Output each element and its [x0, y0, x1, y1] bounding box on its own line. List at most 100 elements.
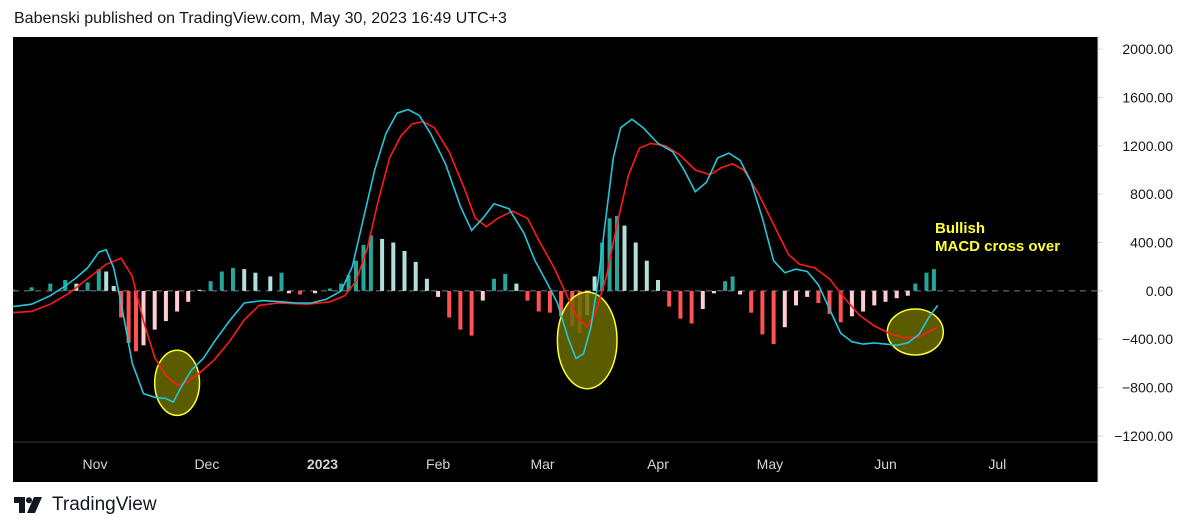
price-tick-label: 0.00	[1146, 283, 1173, 299]
histogram-bar	[327, 288, 332, 291]
histogram-bar	[600, 242, 605, 291]
time-tick-label: Jun	[874, 456, 897, 472]
histogram-bar	[339, 283, 344, 291]
histogram-bar	[872, 290, 877, 306]
histogram-bar	[712, 290, 716, 294]
histogram-bar	[186, 290, 191, 302]
histogram-bar	[931, 269, 936, 291]
histogram-bar	[242, 269, 247, 291]
histogram-bar	[913, 283, 918, 291]
highlight-ellipse	[886, 308, 945, 356]
histogram-bar	[760, 290, 765, 335]
histogram-bar	[700, 290, 705, 309]
time-tick-label: Feb	[426, 456, 450, 472]
time-tick-label: Dec	[194, 456, 219, 472]
histogram-bar	[197, 289, 202, 291]
histogram-bar	[656, 280, 660, 291]
chart-svg: 2000.00 1600.00 1200.00 800.00 400.00 0.00 −40…	[11, 37, 1173, 482]
histogram-bar	[298, 290, 303, 295]
histogram-bar	[592, 276, 597, 291]
histogram-bar	[391, 242, 396, 291]
price-tick-label: 1600.00	[1122, 89, 1173, 105]
time-tick-label: May	[757, 456, 783, 472]
histogram-bar	[678, 290, 683, 319]
histogram-bar	[231, 267, 235, 291]
histogram-bar	[126, 290, 131, 343]
histogram-bar	[104, 271, 109, 291]
time-tick-label: Jul	[988, 456, 1006, 472]
histogram-bar	[607, 218, 612, 291]
histogram-bar	[723, 281, 728, 291]
histogram-bar	[208, 281, 213, 291]
histogram-bar	[794, 290, 798, 306]
histogram-bar	[559, 290, 564, 317]
histogram-bar	[219, 271, 224, 291]
histogram-bar	[313, 290, 317, 294]
macd-chart[interactable]: 2000.00 1600.00 1200.00 800.00 400.00 0.00 −40…	[11, 37, 1176, 482]
tradingview-logo-icon	[14, 497, 42, 513]
histogram-bar	[96, 269, 101, 291]
price-tick-label: 800.00	[1130, 186, 1173, 202]
price-tick-label: −800.00	[1122, 380, 1173, 396]
footer-brand: TradingView	[52, 494, 157, 515]
histogram-bar	[782, 290, 787, 328]
histogram-bar	[633, 242, 638, 291]
histogram-bar	[827, 290, 832, 314]
macd-line	[12, 108, 939, 404]
histogram-bar	[749, 290, 754, 313]
price-tick-label: −1200.00	[1114, 428, 1173, 444]
time-tick-label: Mar	[530, 456, 554, 472]
footer: TradingView	[14, 493, 157, 517]
price-tick-label: 1200.00	[1122, 138, 1173, 154]
histogram-bar	[525, 290, 530, 301]
price-tick-label: −400.00	[1122, 331, 1173, 347]
histogram-bar	[738, 290, 743, 295]
histogram-bar	[771, 290, 776, 345]
histogram-bar	[424, 278, 429, 291]
histogram-bar	[413, 261, 418, 291]
histogram-bar	[849, 290, 854, 317]
histogram-bar	[492, 278, 496, 291]
histogram-bar	[689, 290, 694, 324]
histogram-bar	[85, 282, 90, 291]
histogram-bar	[730, 276, 735, 291]
histogram-bar	[894, 290, 899, 299]
annotation-line-2: MACD cross over	[935, 238, 1060, 255]
histogram-bar	[861, 290, 866, 312]
histogram-bar	[402, 251, 407, 291]
price-tick-label: 400.00	[1130, 235, 1173, 251]
signal-line	[12, 120, 939, 387]
histogram-bar	[368, 235, 373, 291]
histogram-bar	[667, 290, 672, 307]
price-axis-labels: 2000.00 1600.00 1200.00 800.00 400.00 0.00 −40…	[1098, 41, 1173, 444]
histogram-bar	[11, 289, 15, 291]
histogram-bar	[536, 290, 541, 312]
histogram-bar	[354, 260, 358, 291]
time-axis-labels: Nov Dec 2023 Feb Mar Apr May Jun Jul	[83, 456, 1007, 472]
histogram-bar	[111, 286, 116, 291]
time-tick-label: Apr	[647, 456, 669, 472]
published-info: Babenski published on TradingView.com, M…	[14, 10, 507, 27]
price-tick-label: 2000.00	[1122, 41, 1173, 57]
histogram-bar	[514, 283, 519, 291]
highlight-ellipse	[153, 349, 201, 417]
histogram-bar	[346, 275, 351, 291]
histogram-bar	[447, 290, 452, 318]
histogram-bar	[286, 290, 291, 294]
histogram-bar	[380, 238, 385, 291]
histogram-bar	[924, 272, 929, 291]
histogram-bar	[458, 290, 463, 330]
histogram-bar	[622, 225, 627, 291]
histogram-bar	[134, 290, 138, 352]
histogram-bar	[644, 260, 649, 291]
histogram-bar	[503, 274, 508, 291]
histogram-bar	[268, 276, 273, 291]
histogram-bar	[615, 215, 619, 291]
histogram-bar	[469, 290, 474, 336]
histogram-bar	[805, 290, 810, 297]
histogram-bar	[547, 290, 552, 313]
histogram-bar	[48, 283, 53, 291]
time-tick-label: Nov	[83, 456, 108, 472]
histogram-bar	[361, 244, 366, 291]
histogram-bar	[480, 290, 485, 301]
